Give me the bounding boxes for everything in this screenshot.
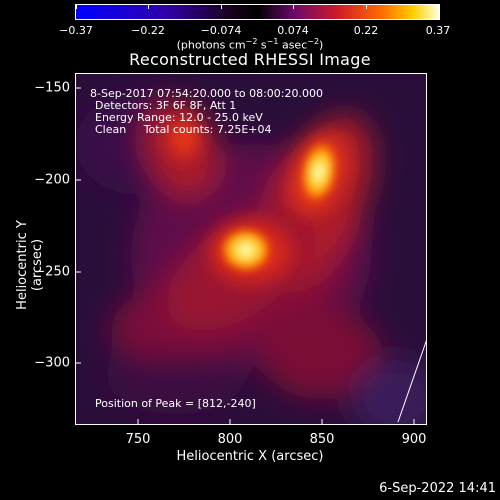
- x-tick-label: 850: [309, 432, 335, 447]
- colorbar-tick-label: 0.37: [425, 24, 451, 37]
- colorbar-tick: [221, 4, 222, 9]
- colorbar-tick-label: −0.37: [59, 24, 93, 37]
- colorbar-gradient: [76, 5, 439, 19]
- rhessi-image: [76, 74, 426, 424]
- colorbar-tick: [148, 4, 149, 9]
- source-cores: [218, 139, 339, 274]
- peak-source: [218, 226, 274, 274]
- colorbar-tick-label: −0.074: [200, 24, 242, 37]
- x-tick-label: 750: [125, 432, 151, 447]
- solar-limb-line: [397, 340, 426, 423]
- colorbar-tick: [438, 4, 439, 9]
- colorbar-tick-label: 0.074: [277, 24, 309, 37]
- annotation-peak-position: Position of Peak = [812,-240]: [95, 397, 256, 410]
- colorbar-tick: [293, 4, 294, 9]
- x-tick-label: 800: [217, 432, 243, 447]
- y-tick-label: −300: [34, 355, 70, 371]
- colorbar-units: (photons cm−2 s−1 asec−2): [176, 37, 324, 52]
- x-tick-label: 900: [401, 432, 427, 447]
- annotation-clean: Clean Total counts: 7.25E+04: [95, 123, 272, 136]
- plot-timestamp: 6-Sep-2022 14:41: [379, 481, 496, 496]
- y-tick-label: −150: [34, 80, 70, 96]
- colorbar-tick: [366, 4, 367, 9]
- colorbar-tick-label: −0.22: [131, 24, 165, 37]
- colorbar-tick-label: 0.22: [353, 24, 379, 37]
- annotation-time-range: 8-Sep-2017 07:54:20.000 to 08:00:20.000: [90, 87, 323, 100]
- colorbar: [75, 4, 440, 20]
- plot-area: 8-Sep-2017 07:54:20.000 to 08:00:20.000 …: [75, 73, 427, 425]
- annotation-energy: Energy Range: 12.0 - 25.0 keV: [95, 111, 263, 124]
- annotation-detectors: Detectors: 3F 6F 8F, Att 1: [95, 99, 237, 112]
- colorbar-tick: [76, 4, 77, 9]
- x-axis-label: Heliocentric X (arcsec): [176, 449, 324, 464]
- y-axis-label: Heliocentric Y (arcsec): [15, 220, 45, 310]
- y-tick-label: −250: [34, 264, 70, 280]
- chart-title: Reconstructed RHESSI Image: [129, 50, 371, 69]
- secondary-source: [299, 139, 339, 205]
- y-tick-label: −200: [34, 172, 70, 188]
